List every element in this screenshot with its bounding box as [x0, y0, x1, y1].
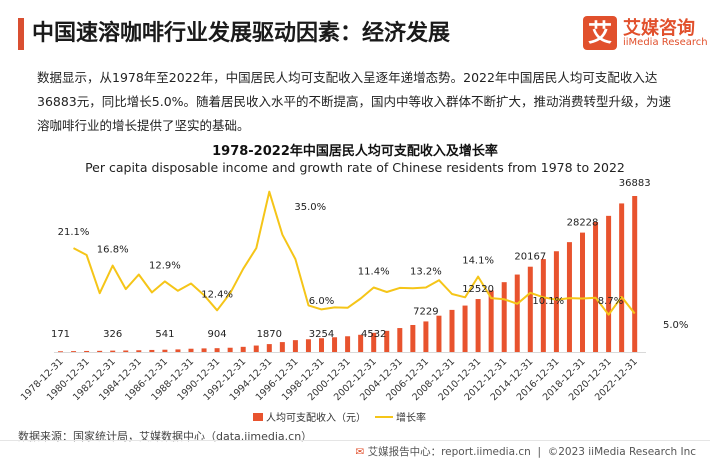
legend-bar-swatch	[253, 413, 263, 421]
growth-rate-label: 12.4%	[201, 289, 233, 300]
income-bar	[227, 347, 233, 352]
logo-mark-icon: 艾	[583, 16, 617, 50]
income-bar	[97, 350, 103, 352]
growth-rate-label: 14.1%	[462, 256, 494, 267]
income-bar	[593, 222, 599, 352]
income-bar	[501, 282, 507, 352]
report-center-link[interactable]: 艾媒报告中心：report.iimedia.cn	[367, 446, 531, 458]
copyright-text: ©2023 iiMedia Research Inc	[547, 446, 696, 458]
income-bar	[371, 332, 377, 352]
income-bar	[136, 350, 142, 352]
income-bar	[149, 349, 155, 352]
income-bar	[632, 196, 638, 352]
income-data-label: 3254	[309, 329, 334, 340]
legend-line-label: 增长率	[396, 411, 426, 424]
growth-rate-label: 6.0%	[309, 296, 334, 307]
income-bar	[240, 346, 246, 352]
income-bar	[201, 348, 207, 352]
title-accent-bar	[18, 18, 24, 50]
growth-rate-label: 21.1%	[58, 227, 90, 238]
income-bar	[305, 339, 311, 352]
logo-name-cn: 艾媒咨询	[623, 18, 695, 39]
income-bar	[279, 342, 285, 352]
income-bar	[292, 340, 298, 352]
income-bar	[553, 251, 559, 352]
footer-info: ✉ 艾媒报告中心：report.iimedia.cn | ©2023 iiMed…	[355, 444, 696, 459]
income-data-label: 12520	[462, 284, 494, 295]
income-bar	[397, 328, 403, 352]
growth-rate-label: 8.7%	[598, 296, 623, 307]
income-bar	[214, 348, 220, 352]
logo-name-en: iiMedia Research	[623, 37, 708, 48]
income-bar	[84, 350, 90, 352]
footer-divider	[0, 440, 710, 441]
income-bar	[436, 315, 442, 352]
income-bar	[162, 349, 168, 352]
iimedia-logo: 艾 艾媒咨询 iiMedia Research	[583, 12, 708, 56]
income-bar	[462, 305, 468, 352]
income-data-label: 4532	[361, 329, 386, 340]
growth-rate-label: 11.4%	[358, 267, 390, 278]
income-bar	[527, 266, 533, 352]
income-bar	[488, 290, 494, 352]
income-bar	[410, 324, 416, 352]
income-bar	[175, 349, 181, 352]
income-data-label: 904	[208, 329, 227, 340]
income-data-label: 7229	[413, 306, 438, 317]
income-bar	[606, 215, 612, 352]
growth-rate-label: 5.0%	[663, 320, 688, 331]
chart-title: 1978-2022年中国居民人均可支配收入及增长率	[212, 144, 498, 159]
description-text: 数据显示，从1978年至2022年，中国居民人均可支配收入呈逐年递增态势。202…	[37, 70, 672, 133]
income-bar	[319, 338, 324, 352]
income-bar	[332, 337, 338, 352]
growth-rate-label: 35.0%	[294, 202, 326, 213]
income-bar	[449, 309, 455, 352]
income-data-label: 1870	[257, 329, 282, 340]
income-bar	[423, 321, 429, 352]
footer-separator: |	[534, 446, 545, 458]
income-bar	[71, 351, 77, 352]
growth-rate-label: 12.9%	[149, 260, 181, 271]
income-data-label: 20167	[514, 252, 546, 263]
income-bar	[566, 242, 572, 352]
income-data-label: 541	[155, 329, 174, 340]
growth-rate-label: 13.2%	[410, 267, 442, 278]
income-bar	[188, 348, 194, 352]
income-data-label: 28228	[567, 218, 599, 229]
income-bar	[619, 203, 625, 352]
income-bar	[358, 334, 364, 352]
income-data-label: 171	[51, 329, 70, 340]
page-title: 中国速溶咖啡行业发展驱动因素：经济发展	[32, 21, 451, 46]
growth-rate-line	[73, 190, 636, 316]
report-center-icon: ✉	[355, 446, 368, 458]
chart-subtitle: Per capita disposable income and growth …	[85, 160, 625, 175]
income-bar	[345, 336, 351, 352]
income-data-label: 326	[103, 329, 122, 340]
income-bar	[266, 344, 272, 352]
income-bar	[253, 345, 259, 352]
income-bar	[110, 350, 116, 352]
growth-rate-label: 10.1%	[532, 296, 564, 307]
growth-rate-label: 16.8%	[97, 245, 129, 256]
income-bar	[123, 350, 129, 352]
data-source-note: 数据来源：国家统计局，艾媒数据中心（data.iimedia.cn）	[18, 430, 313, 443]
income-bar	[514, 274, 520, 352]
income-bar	[540, 259, 546, 352]
legend-bar-label: 人均可支配收入（元）	[266, 411, 366, 424]
income-bar	[580, 232, 585, 352]
income-bar	[475, 299, 481, 352]
income-bar	[384, 330, 390, 352]
income-bar	[58, 351, 63, 353]
income-data-label: 36883	[619, 178, 651, 189]
